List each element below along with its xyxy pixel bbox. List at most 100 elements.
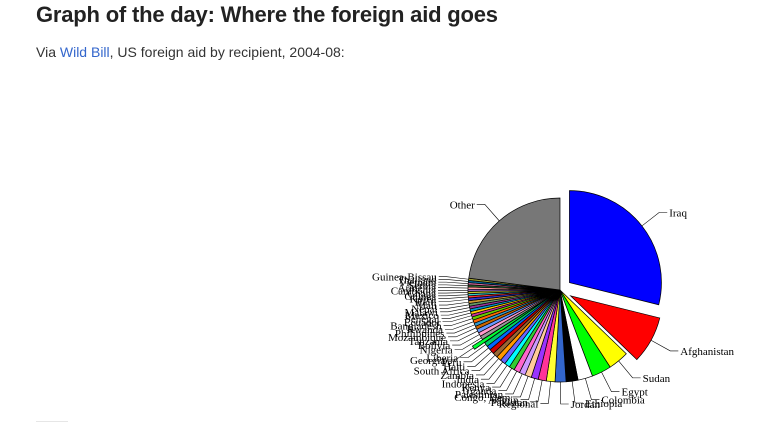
subtitle-prefix: Via	[36, 44, 60, 60]
pie-slice-haiti-label: Haiti	[443, 361, 465, 373]
pie-slice-nigeria-label: Nigeria	[420, 344, 453, 356]
pie-slice-other-label: Other	[450, 199, 475, 211]
pie-slice-malawi-leader-line	[440, 307, 470, 313]
pie-slice-bangladesh-label: Bangladesh	[390, 320, 442, 332]
pie-slice-haiti-2-leader-line	[438, 299, 469, 302]
pie-slice-korea-leader-line	[438, 296, 469, 299]
pie-slice-tanzania-leader-line	[449, 330, 478, 342]
pie-slice-guinea-bissau-leader-line	[438, 276, 469, 280]
pie-slice-ghana-leader-line	[438, 292, 469, 294]
pie-slice-pakistan-label: Pakistan	[491, 397, 529, 409]
pie-slice-philippines-leader-line	[446, 324, 475, 334]
pie-slice-palestinian-label: Palestinian	[455, 389, 504, 401]
pie-slice-philippines-label: Philippines	[395, 328, 445, 340]
pie-slice-egypt-label: Egypt	[621, 387, 647, 399]
pie-slice-bangladesh-leader-line	[443, 318, 473, 326]
divider	[36, 421, 68, 422]
pie-slice-nigeria-leader-line	[454, 337, 482, 350]
pie-slice-iraq-label: Iraq	[669, 207, 687, 219]
pie-slice-ethiopia-label: Ethiopia	[585, 398, 622, 410]
pie-slice-south-africa-leader-line	[471, 354, 496, 372]
pie-slice-jordan-leader-line	[560, 381, 569, 405]
pie-slice-egypt-leader-line	[601, 371, 620, 393]
pie-slice-ghana-label: Ghana	[407, 288, 436, 300]
pie-slice-liberia-label: Liberia	[426, 353, 458, 365]
pie-slice-iraq	[569, 190, 662, 306]
pie-slice-afghanistan-label: Afghanistan	[680, 346, 734, 358]
pie-slice-liberia-leader-line	[460, 344, 487, 358]
pie-slice-peru-leader-line	[463, 347, 489, 363]
pie-slice-other-leader-line	[476, 204, 500, 222]
pie-slice-mexico-label: Mexico	[405, 310, 439, 322]
pie-slice-mozambique-leader-line	[448, 327, 477, 338]
pie-slice-jordan-label: Jordan	[571, 399, 601, 411]
pie-slice-vietnam-leader-line	[438, 281, 469, 284]
pie-slice-georgia-leader-line	[447, 347, 474, 361]
pie-slice-sudan-leader-line	[618, 360, 641, 379]
pie-slice-indonesia-label: Indonesia	[442, 378, 485, 390]
pie-slice-uganda-label: Uganda	[462, 386, 496, 398]
pie-slice-india-label: India	[456, 374, 479, 386]
pie-slice-peru-label: Peru	[441, 357, 462, 369]
pie-slice-senegal-leader-line	[441, 312, 471, 319]
pie-slice-malawi-label: Malawi	[404, 307, 438, 319]
pie-slice-rwanda-label: Rwanda	[407, 324, 443, 336]
pie-slice-guinea-label: Guinea	[404, 291, 436, 303]
pie-slice-other	[468, 197, 561, 291]
pie-slice-regional-leader-line	[540, 381, 551, 404]
pie-slice-ethiopia-leader-line	[571, 381, 584, 404]
pie-slice-vietnam-label: Vietnam	[399, 277, 437, 289]
pie-slice-uganda-leader-line	[498, 371, 518, 391]
pie-slice-guinea-bissau-label: Guinea-Bissau	[372, 272, 437, 284]
pie-slice-india-leader-line	[480, 361, 503, 380]
pie-slice-congo-dem-label: Congo, Dem	[454, 392, 511, 404]
pie-slice-afghanistan	[569, 295, 661, 361]
pie-slice-sudan-label: Sudan	[643, 373, 671, 385]
pie-slice-mozambique-label: Mozambique	[388, 332, 446, 344]
pie-slice-senegal-label: Senegal	[405, 313, 440, 325]
pie-slice-serbia-leader-line	[438, 284, 469, 287]
pie-slice-nepal-label: Nepal	[411, 303, 437, 315]
pie-slice-mali-leader-line	[438, 301, 469, 306]
pie-slice-bolivia-leader-line	[452, 334, 480, 346]
pie-slice-cambodia-label: Cambodia	[391, 285, 436, 297]
pie-slice-haiti-2-label: Haiti	[415, 297, 437, 309]
pie-slice-tanzania-label: Tanzania	[408, 336, 448, 348]
pie-slice-rwanda-leader-line	[444, 321, 474, 330]
wild-bill-link[interactable]: Wild Bill	[59, 44, 110, 60]
pie-slice-admin-leader-line	[520, 378, 535, 400]
pie-slice-armenia-label: Armenia	[398, 283, 437, 295]
pie-slice-nepal-leader-line	[439, 304, 470, 309]
pie-slice-serbia-label: Serbia	[408, 280, 436, 292]
subtitle: Via Wild Bill, US foreign aid by recipie…	[36, 44, 345, 60]
pie-slice-south-africa-label: South Africa	[414, 366, 470, 378]
pie-slice-ecuador-label: Ecuador	[404, 317, 441, 329]
page-title: Graph of the day: Where the foreign aid …	[36, 2, 498, 27]
pie-slice-guinea-leader-line	[438, 294, 469, 297]
pie-slice-colombia-leader-line	[585, 378, 600, 400]
pie-slice-admin-label: Admin	[488, 395, 519, 407]
pie-slice-haiti-leader-line	[467, 351, 492, 367]
pie-slice-kenya-label: Kenya	[461, 382, 490, 394]
pie-slice-bolivia-label: Bolivia	[418, 340, 451, 352]
pie-slice-zambia-leader-line	[475, 358, 499, 376]
subtitle-suffix: , US foreign aid by recipient, 2004-08:	[109, 44, 345, 60]
pie-slice-ecuador-leader-line	[442, 315, 472, 323]
pie-slice-afghanistan-leader-line	[650, 340, 679, 352]
pie-slice-pakistan-leader-line	[529, 380, 543, 403]
pie-slice-congo-dem-leader-line	[512, 376, 529, 398]
pie-slice-kenya-leader-line	[492, 368, 512, 388]
pie-slice-palestinian-leader-line	[505, 373, 523, 395]
pie-slice-zambia-label: Zambia	[440, 370, 474, 382]
pie-slice-georgia-label: Georgia	[410, 355, 445, 367]
pie-slice-mali-label: Mali	[416, 300, 437, 312]
pie-slice-iraq-leader-line	[641, 212, 668, 227]
pie-slice-mexico-leader-line	[440, 309, 471, 316]
pie-slice-thailand-leader-line	[438, 279, 469, 282]
pie-slice-regional-label: Regional	[499, 398, 539, 410]
pie-slice-colombia-label: Colombia	[601, 395, 645, 407]
pie-slice-thailand-label: Thailand	[397, 274, 437, 286]
pie-slice-korea-label: Korea	[409, 294, 436, 306]
pie-slice-indonesia-leader-line	[486, 365, 508, 384]
